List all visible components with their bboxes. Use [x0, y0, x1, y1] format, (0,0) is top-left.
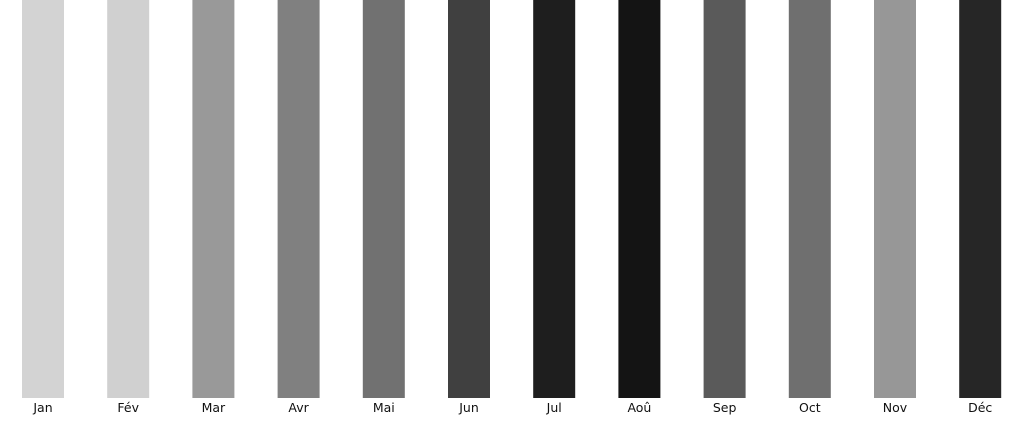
bar-jan — [22, 0, 64, 398]
bar-body — [448, 0, 490, 398]
bar-aoû — [618, 0, 661, 398]
tick-label-avr: Avr — [288, 400, 309, 415]
bar-avr — [277, 0, 320, 398]
tick-label-jul: Jul — [546, 400, 562, 415]
bar-body — [533, 0, 576, 398]
bar-sep — [703, 0, 746, 398]
bar-mai — [362, 0, 405, 398]
tick-label-oct: Oct — [799, 400, 821, 415]
bar-body — [618, 0, 661, 398]
bar-body — [107, 0, 150, 398]
bars-layer — [22, 0, 1002, 398]
bar-body — [362, 0, 405, 398]
tick-label-mai: Mai — [373, 400, 395, 415]
bar-jul — [533, 0, 576, 398]
tick-label-jun: Jun — [458, 400, 479, 415]
bar-mar — [192, 0, 235, 398]
tick-label-déc: Déc — [968, 400, 992, 415]
bar-fév — [107, 0, 150, 398]
bar-body — [703, 0, 746, 398]
bar-oct — [788, 0, 831, 398]
tick-labels-layer: Jan Fév Mar Avr Mai Jun Jul Aoû Sep Oct Nov Déc — [32, 400, 992, 415]
tick-label-sep: Sep — [713, 400, 737, 415]
tick-label-nov: Nov — [883, 400, 908, 415]
bar-body — [22, 0, 64, 398]
bar-body — [192, 0, 235, 398]
bar-body — [874, 0, 916, 398]
bar-body — [788, 0, 831, 398]
tick-label-mar: Mar — [202, 400, 226, 415]
bar-nov — [874, 0, 916, 398]
bar-déc — [959, 0, 1002, 398]
tick-label-fév: Fév — [117, 400, 139, 415]
tick-label-jan: Jan — [32, 400, 52, 415]
bar-body — [277, 0, 320, 398]
bar-jun — [448, 0, 490, 398]
bar-body — [959, 0, 1002, 398]
tick-label-aoû: Aoû — [627, 400, 651, 415]
